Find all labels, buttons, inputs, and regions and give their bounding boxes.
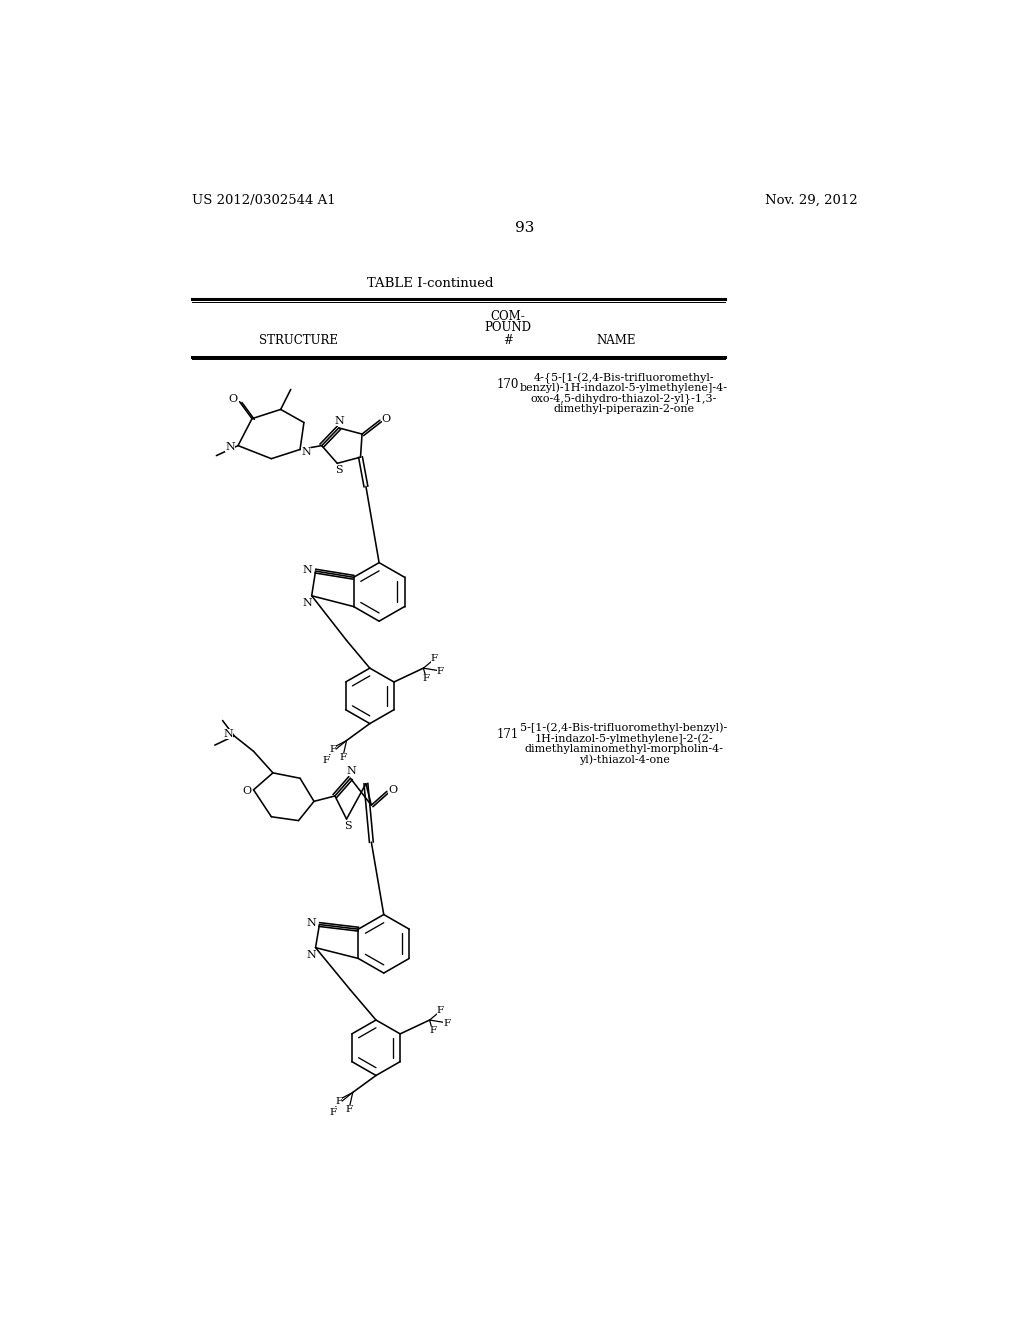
Text: F: F (429, 1027, 436, 1035)
Text: Nov. 29, 2012: Nov. 29, 2012 (765, 194, 858, 207)
Text: dimethylaminomethyl-morpholin-4-: dimethylaminomethyl-morpholin-4- (524, 743, 724, 754)
Text: F: F (437, 1006, 444, 1015)
Text: 1H-indazol-5-ylmethylene]-2-(2-: 1H-indazol-5-ylmethylene]-2-(2- (535, 733, 714, 743)
Text: yl)-thiazol-4-one: yl)-thiazol-4-one (579, 754, 670, 764)
Text: 4-{5-[1-(2,4-Bis-trifluoromethyl-: 4-{5-[1-(2,4-Bis-trifluoromethyl- (534, 372, 715, 384)
Text: COM-: COM- (490, 310, 525, 323)
Text: N: N (346, 767, 356, 776)
Text: US 2012/0302544 A1: US 2012/0302544 A1 (191, 194, 335, 207)
Text: STRUCTURE: STRUCTURE (259, 334, 338, 347)
Text: N: N (307, 917, 316, 928)
Text: TABLE I-continued: TABLE I-continued (367, 277, 494, 289)
Text: F: F (443, 1019, 451, 1028)
Text: dimethyl-piperazin-2-one: dimethyl-piperazin-2-one (553, 404, 694, 413)
Text: O: O (382, 413, 390, 424)
Text: #: # (503, 334, 513, 347)
Text: oxo-4,5-dihydro-thiazol-2-yl}-1,3-: oxo-4,5-dihydro-thiazol-2-yl}-1,3- (530, 393, 717, 404)
Text: F: F (329, 1107, 336, 1117)
Text: S: S (335, 465, 343, 475)
Text: O: O (388, 785, 397, 795)
Text: F: F (323, 756, 330, 766)
Text: N: N (303, 598, 312, 609)
Text: S: S (344, 821, 352, 832)
Text: F: F (423, 675, 430, 684)
Text: N: N (225, 442, 236, 453)
Text: F: F (345, 1105, 352, 1114)
Text: N: N (301, 446, 311, 457)
Text: 171: 171 (497, 729, 519, 742)
Text: N: N (335, 416, 344, 426)
Text: benzyl)-1H-indazol-5-ylmethylene]-4-: benzyl)-1H-indazol-5-ylmethylene]-4- (520, 383, 728, 393)
Text: N: N (223, 730, 232, 739)
Text: N: N (307, 950, 316, 961)
Text: O: O (242, 787, 251, 796)
Text: F: F (339, 752, 346, 762)
Text: F: F (431, 655, 438, 664)
Text: O: O (228, 393, 238, 404)
Text: N: N (303, 565, 312, 574)
Text: 93: 93 (515, 220, 535, 235)
Text: 170: 170 (497, 378, 519, 391)
Text: F: F (437, 668, 444, 676)
Text: F: F (329, 746, 336, 754)
Text: NAME: NAME (597, 334, 636, 347)
Text: F: F (335, 1097, 342, 1106)
Text: POUND: POUND (484, 321, 531, 334)
Text: 5-[1-(2,4-Bis-trifluoromethyl-benzyl)-: 5-[1-(2,4-Bis-trifluoromethyl-benzyl)- (520, 723, 728, 734)
